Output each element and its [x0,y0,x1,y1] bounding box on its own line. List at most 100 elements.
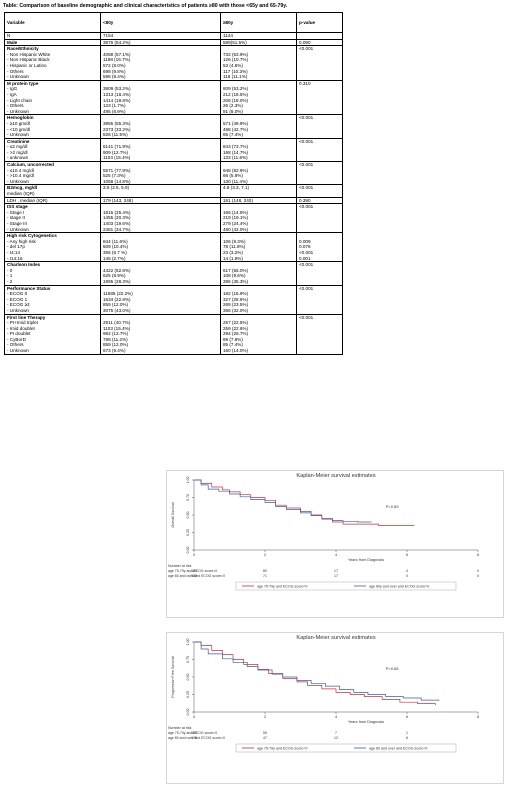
cell-p-value: <0.001 [296,284,343,292]
risk-table-value: 1 [406,731,408,735]
y-axis-label: Progression Free Survival [171,656,175,698]
cell-p-value [296,51,343,58]
risk-table-value: 71 [263,574,267,578]
table-row: - stage II 1455 (20.3%) 219 (19.1%) [4,215,343,221]
y-tick-label: 0.25 [186,691,190,698]
table-row: First line Therapy <0.001 [4,313,343,321]
cell-p-value [296,302,343,308]
y-axis-label: Overall Survival [171,502,175,527]
table-row: Male 3876 (54.2%) 589(51.5%) 0.090 [4,38,343,46]
x-tick-label: 4 [335,715,337,719]
cell-p-value [296,331,343,337]
table-row: - ≤2 mg/dl 5141 (71.9%) 843 (73.7%) [4,144,343,150]
cell-p-value [296,149,343,156]
table-row: - Stage III 1403 (19.6%) 279 (24.4%) [4,221,343,227]
cell-p-value: <0.001 [296,184,343,192]
legend-label-2: age 80y and over and ECOG score=0 [369,584,429,588]
x-tick-label: 0 [193,553,195,557]
cell-p-value [296,209,343,216]
table-row: - Non Hispanic White 4088 (57.1%) 732 (63.… [4,51,343,58]
table-row: Race/Ethnicity <0.001 [4,45,343,52]
cell-p-value [296,191,343,198]
table-row: - ≥10 gm/dl 3955 (55.3%) 571 (49.9%) [4,120,343,127]
x-tick-label: 8 [477,715,479,719]
legend-label-2: age 80 and over and ECOG score=0 [369,746,427,750]
table-row: B2mcg, mg/dl 3.6 (2.5, 5.9) 4.8 (3.3, 7.1)… [4,184,343,192]
cell-p-value [296,144,343,150]
table-row: - Imid doublet 1103 (15.4%) 259 (22.6%) [4,325,343,332]
table-row: - >2 mg/dl 909 (12.7%) 168 (14.7%) [4,149,343,156]
risk-table-value: 80 [263,569,267,573]
risk-table-value: 189 [191,731,197,735]
cell-p-value [296,342,343,349]
cell-p-value [296,120,343,127]
risk-table-label: age 80 and over and ECOG score=0 [168,736,225,740]
risk-table-value: 182 [191,574,197,578]
cell-p-value: 0.009 [296,238,343,245]
cell-p-value [296,291,343,297]
cell-variable: LDH , median (IQR) [4,196,101,204]
legend-label-1: age 75-79y and ECOG score=0 [257,746,307,750]
cell-p-value: 0.390 [296,196,343,204]
cell-p-value [296,132,343,139]
y-tick-label: 0.25 [186,529,190,536]
risk-table-value: 55 [263,731,267,735]
cell-p-value [296,155,343,162]
cell-under-80: 7154 [100,32,221,40]
cell-p-value [296,108,343,115]
cell-p-value [296,296,343,303]
cell-p-value: 0.001 [296,255,343,262]
legend-label-1: age 75-79y and ECOG score=0 [257,584,307,588]
table-row: - Unknown 826 (11.5%) 85 (7.4%) [4,132,343,139]
cell-p-value [296,126,343,133]
cell-p-value: <0.001 [296,137,343,145]
risk-table-value: 47 [263,736,267,740]
cell-p-value [296,226,343,233]
cell-p-value [296,325,343,332]
cell-p-value: <0.001 [296,249,343,256]
cell-p-value [296,91,343,98]
cell-under-80: 179 (143, 248) [100,196,221,204]
table-row: - >10.4 mg/dl 525 (7.3%) 66 (5.8%) [4,173,343,179]
cell-p-value [296,57,343,63]
y-tick-label: 0.75 [186,494,190,501]
cell-p-value [296,62,343,69]
table-row: High risk Cytogenetics [4,232,343,239]
table-row: - Others 698 (9.8%) 117 (10.3%) [4,68,343,75]
cell-p-value [296,336,343,343]
table-row: Calcium, uncorrected <0.001 [4,161,343,168]
table-row: - 0 4422 (62.8%) 617 (55.0%) [4,267,343,274]
cell-p-value [296,74,343,81]
cell-under-80: 3876 (54.2%) [100,38,221,46]
table-caption: Table: Comparison of baseline demographi… [3,3,288,9]
table-row: ISS stage <0.001 [4,203,343,210]
y-tick-label: 0.75 [186,656,190,663]
table-row: - ECOG ≥2 859 (12.0%) 269 (23.5%) [4,302,343,308]
cell-p-value: <0.001 [296,261,343,268]
risk-table-value: 12 [334,736,338,740]
km-series-line-2 [194,479,372,523]
cell-p-value: <0.001 [296,203,343,210]
table-row: - PI doublet 982 (13.7%) 294 (25.7%) [4,331,343,337]
table-row: N 7154 1144 [4,32,343,40]
cell-p-value: 0.090 [296,38,343,46]
table-row: - IgG 3809 (53.2%) 609 (53.2%) [4,86,343,92]
table-row: Creatinine <0.001 [4,137,343,145]
table-row: - Unknown 2481 (34.7%) 480 (42.0%) [4,226,343,233]
risk-table-label: age 75-79y and ECOG score=0 [168,731,217,735]
x-tick-label: 6 [406,715,408,719]
risk-table-title: Number at risk [168,726,192,730]
cell-p-value: <0.001 [296,114,343,121]
risk-table-value: 0 [406,574,408,578]
cell-variable: - Unknown [4,348,101,355]
risk-table-value: 17 [334,569,338,573]
cell-p-value [296,221,343,227]
p-value-annotation: P=0.65 [386,666,400,671]
cell-p-value [296,273,343,279]
table-row: Charlson Index <0.001 [4,261,343,268]
chart-frame [166,632,504,784]
cell-p-value [296,97,343,104]
risk-table-label: age 75-79y and ECOG score=0 [168,569,217,573]
km-progression-free-survival-chart: Kaplan-Meier survival estimates 0.00 0.25 0… [166,632,504,784]
x-tick-label: 0 [193,715,195,719]
